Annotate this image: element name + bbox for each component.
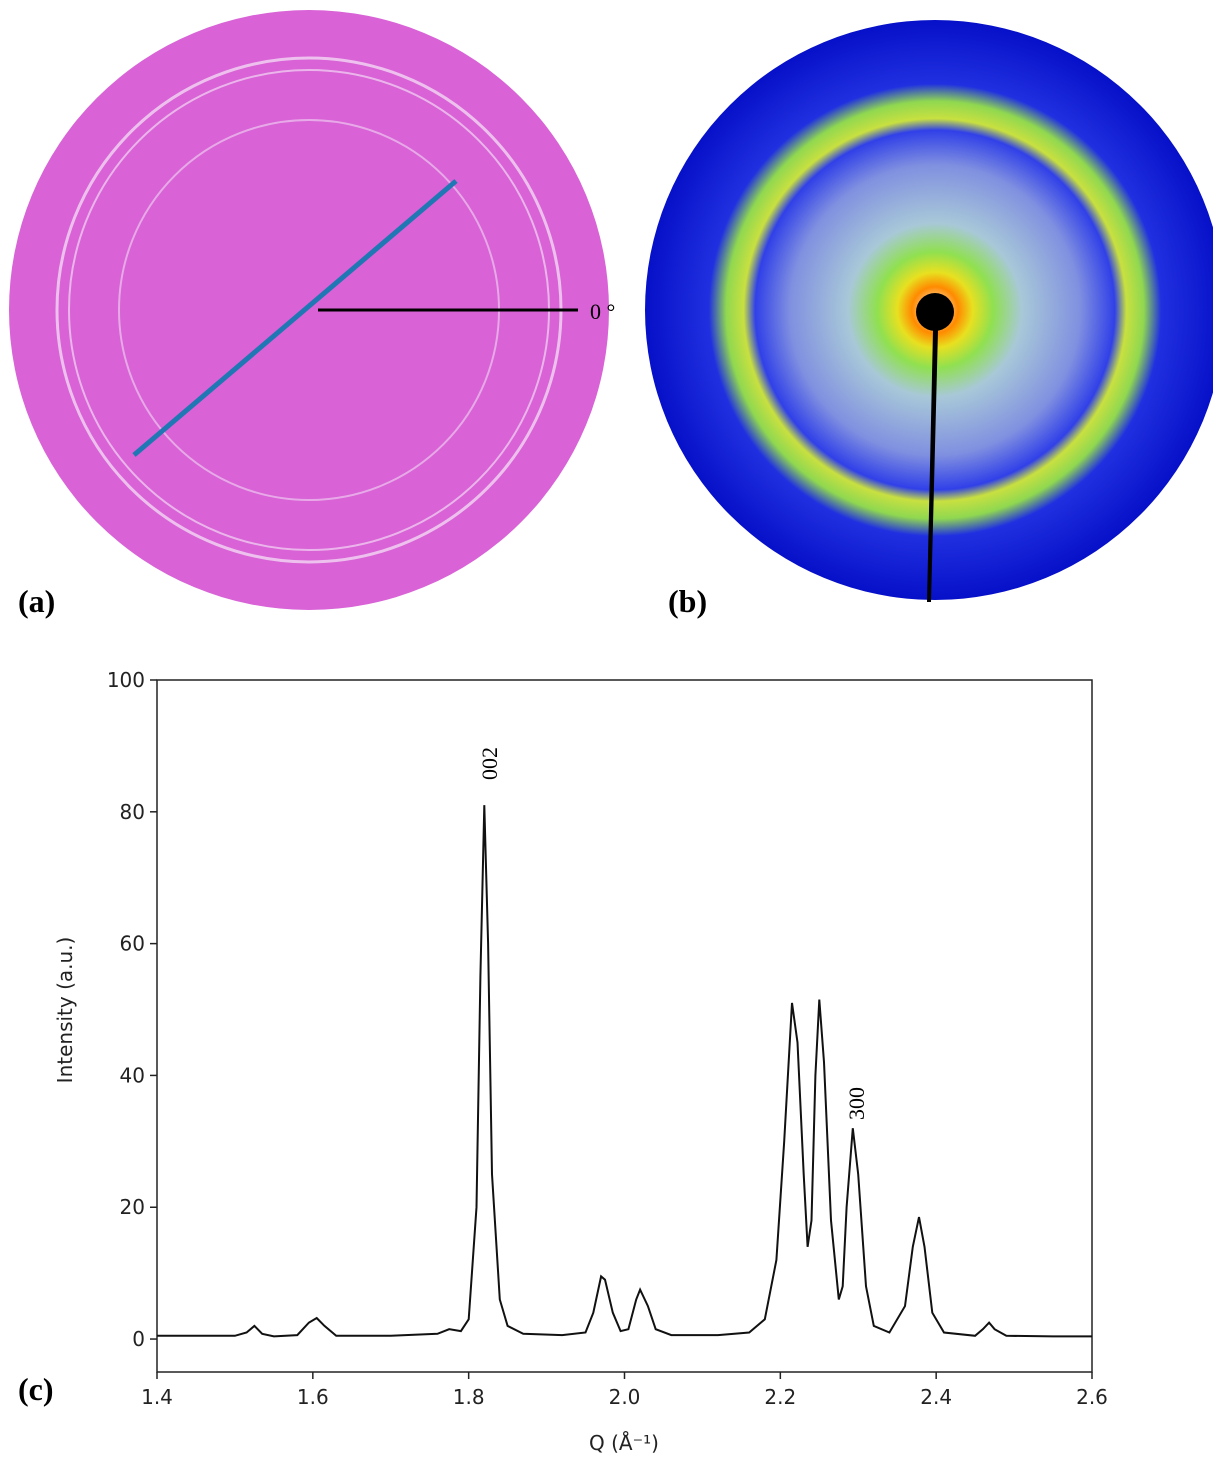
- x-tick-label: 2.4: [920, 1385, 952, 1409]
- panel-label: (c): [18, 1371, 54, 1407]
- y-tick-label: 20: [120, 1195, 145, 1219]
- panel-b-image: [645, 20, 1213, 602]
- panel-label: (a): [18, 583, 55, 619]
- peak-annotation: 002: [477, 747, 502, 780]
- peak-annotation: 300: [844, 1087, 869, 1120]
- y-tick-label: 40: [120, 1063, 145, 1087]
- y-tick-label: 0: [132, 1327, 145, 1351]
- y-tick-label: 80: [120, 800, 145, 824]
- data-line: [157, 805, 1092, 1338]
- y-axis-label: Intensity (a.u.): [53, 937, 77, 1084]
- x-tick-label: 1.6: [297, 1385, 329, 1409]
- panel-a-image: [9, 10, 609, 610]
- angle-label: 0 °: [590, 299, 615, 324]
- plot-frame: [156, 679, 1093, 1373]
- x-tick-label: 1.4: [141, 1385, 173, 1409]
- x-tick-label: 1.8: [453, 1385, 485, 1409]
- x-axis-label: Q (Å⁻¹): [589, 1431, 659, 1455]
- x-tick-label: 2.0: [609, 1385, 641, 1409]
- y-tick-label: 100: [107, 668, 145, 692]
- panel-label: (b): [668, 583, 707, 619]
- y-tick-label: 60: [120, 932, 145, 956]
- x-tick-label: 2.2: [764, 1385, 796, 1409]
- x-tick-label: 2.6: [1076, 1385, 1108, 1409]
